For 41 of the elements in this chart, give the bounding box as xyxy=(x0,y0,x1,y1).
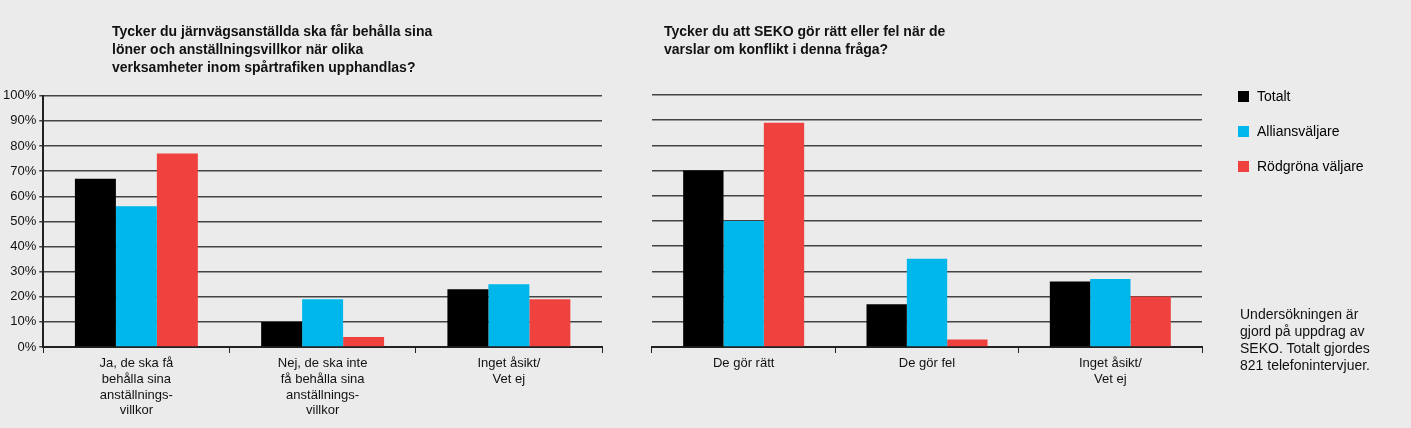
x-tick-label: De gör fel xyxy=(898,355,956,371)
bar xyxy=(866,304,907,347)
x-tick-label: Nej, de ska inte få behålla sina anställnings-villkor xyxy=(277,355,368,418)
bar xyxy=(1090,278,1131,347)
x-tick-label: De gör rätt xyxy=(712,355,775,371)
text: Undersökningen är gjord på uppdrag av SEKO. Totalt gjordes 821 telefonintervjuer. xyxy=(1240,306,1371,374)
y-tick-label: 40% xyxy=(10,238,37,254)
bar xyxy=(529,299,571,347)
y-tick-label: 50% xyxy=(10,212,37,228)
y-tick-label: 70% xyxy=(10,162,37,178)
bar xyxy=(302,299,344,347)
bar xyxy=(947,339,988,347)
y-tick-label: 100% xyxy=(3,87,37,103)
x-tick-label: Ja, de ska få behålla sina anställnings-villkor xyxy=(99,355,174,418)
y-tick-label: 0% xyxy=(17,338,37,354)
bar xyxy=(343,336,385,347)
legend-label: Alliansväljare xyxy=(1257,123,1340,139)
bar xyxy=(1130,296,1171,347)
legend-label: Rödgröna väljare xyxy=(1257,158,1364,174)
y-tick-label: 30% xyxy=(10,263,37,279)
bar xyxy=(261,321,303,347)
bar xyxy=(683,170,724,347)
bar xyxy=(447,289,489,347)
chart-title: Tycker du järnvägsanställda ska får behålla sina löner och anställningsvillkor när olika verksamheter inom spårtrafiken upphandlas? xyxy=(112,22,434,76)
bar xyxy=(156,153,198,347)
legend-label: Totalt xyxy=(1257,88,1291,104)
bar xyxy=(723,221,764,347)
bar xyxy=(763,122,805,347)
y-tick-label: 60% xyxy=(10,187,37,203)
bar xyxy=(1049,281,1091,347)
bar xyxy=(74,178,116,347)
y-tick-label: 80% xyxy=(10,137,37,153)
bar xyxy=(488,284,530,347)
chart-title: Tycker du att SEKO gör rätt eller fel när de varslar om konflikt i denna fråga? xyxy=(664,22,947,58)
y-tick-label: 10% xyxy=(10,313,37,329)
x-tick-label: Inget åsikt/ Vet ej xyxy=(1078,355,1143,386)
y-tick-label: 90% xyxy=(10,112,37,128)
bar xyxy=(906,258,948,347)
bar xyxy=(115,206,157,347)
x-tick-label: Inget åsikt/ Vet ej xyxy=(477,355,541,386)
y-tick-label: 20% xyxy=(10,288,37,304)
